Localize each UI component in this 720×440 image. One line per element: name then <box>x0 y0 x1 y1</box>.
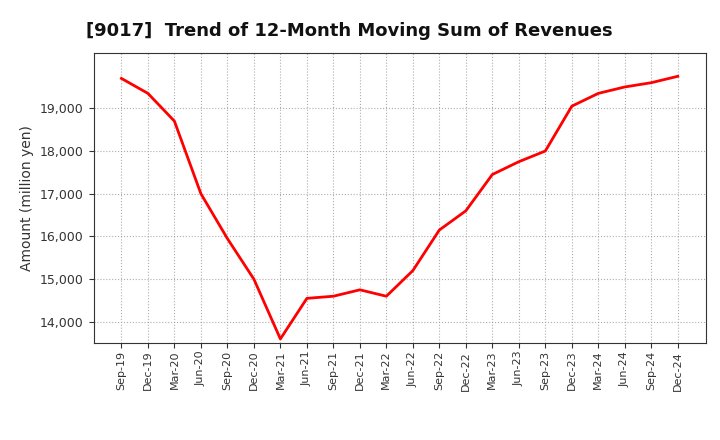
Y-axis label: Amount (million yen): Amount (million yen) <box>20 125 35 271</box>
Text: [9017]  Trend of 12-Month Moving Sum of Revenues: [9017] Trend of 12-Month Moving Sum of R… <box>86 22 613 40</box>
